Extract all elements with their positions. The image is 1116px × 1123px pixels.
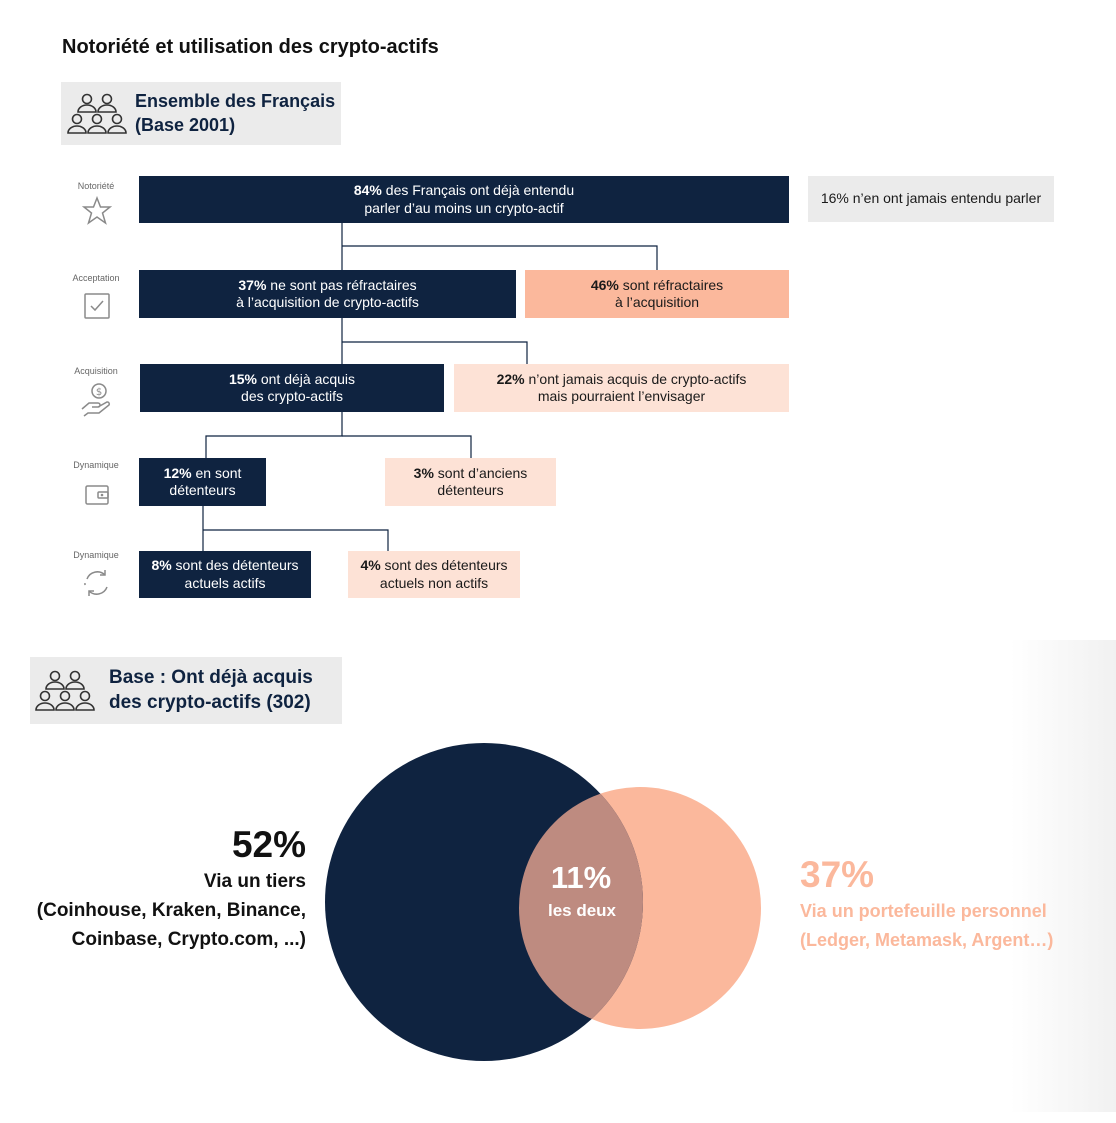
box-acquired-pct: 15% bbox=[228, 370, 257, 387]
row-label-dynamique-1: Dynamique bbox=[73, 460, 119, 470]
cycle-arrows-icon bbox=[84, 570, 108, 596]
box-heard-line2: parler d’au moins un crypto-actif bbox=[364, 199, 564, 216]
box-holders-pct: 12% bbox=[163, 464, 192, 481]
box-former-line2: détenteurs bbox=[437, 482, 504, 498]
venn-left-line2: (Coinhouse, Kraken, Binance, bbox=[36, 900, 306, 921]
box-active-pct: 8% bbox=[151, 557, 172, 573]
page-title: Notoriété et utilisation des crypto-acti… bbox=[62, 36, 439, 58]
base-acquired-line2: des crypto-actifs (302) bbox=[109, 691, 311, 713]
venn-right-label: 37% Via un portefeuille personnel (Ledge… bbox=[800, 853, 1100, 955]
people-group-icon bbox=[67, 93, 127, 134]
box-not-refractory-pct: 37% bbox=[238, 276, 267, 293]
box-holders-line1: en sont bbox=[191, 464, 242, 481]
box-former-holders: 3% sont d’anciens détenteurs bbox=[385, 458, 556, 506]
venn-right-pct: 37% bbox=[800, 854, 875, 895]
venn-left-pct: 52% bbox=[231, 824, 306, 865]
venn-right-line1: Via un portefeuille personnel bbox=[800, 901, 1047, 921]
box-never-acquired: 22% n’ont jamais acquis de crypto-actifs… bbox=[454, 364, 789, 412]
box-holders: 12% en sont détenteurs bbox=[139, 458, 266, 506]
row-label-acquisition: Acquisition bbox=[74, 366, 118, 376]
box-heard-line1: des Français ont déjà entendu bbox=[381, 182, 575, 198]
checkbox-icon bbox=[84, 293, 110, 319]
venn-left-line1: Via un tiers bbox=[203, 871, 306, 892]
row-label-acceptation: Acceptation bbox=[72, 273, 120, 283]
venn-left-line3: Coinbase, Crypto.com, ...) bbox=[71, 929, 306, 950]
box-active-holders: 8% sont des détenteurs actuels actifs bbox=[139, 551, 311, 598]
connector-lines bbox=[202, 223, 658, 551]
box-not-refractory-line1: ne sont pas réfractaires bbox=[266, 276, 417, 293]
venn-overlap-pct: 11% bbox=[551, 860, 611, 895]
box-never-heard-text: 16% n’en ont jamais entendu parler bbox=[820, 190, 1042, 207]
people-group-icon bbox=[35, 670, 95, 711]
venn-overlap-label: les deux bbox=[548, 901, 617, 920]
base-all-line2: (Base 2001) bbox=[135, 114, 236, 135]
box-acquired: 15% ont déjà acquis des crypto-actifs bbox=[140, 364, 444, 412]
box-never-acquired-pct: 22% bbox=[496, 370, 525, 387]
box-holders-line2: détenteurs bbox=[169, 482, 236, 498]
row-label-notoriete: Notoriété bbox=[77, 181, 115, 191]
box-acquired-line2: des crypto-actifs bbox=[241, 388, 343, 404]
star-icon bbox=[82, 196, 112, 225]
box-active-line2: actuels actifs bbox=[184, 574, 266, 591]
base-acquired-box: Base : Ont déjà acquis des crypto-actifs… bbox=[30, 657, 342, 724]
box-inactive-holders: 4% sont des détenteurs actuels non actif… bbox=[348, 551, 520, 598]
box-never-heard: 16% n’en ont jamais entendu parler bbox=[808, 176, 1054, 222]
box-former-line1: sont d’anciens bbox=[433, 464, 528, 481]
hand-coin-icon: $ bbox=[81, 383, 111, 417]
box-never-acquired-line2: mais pourraient l’envisager bbox=[537, 388, 706, 404]
box-inactive-line2: actuels non actifs bbox=[379, 574, 489, 591]
venn-diagram: 11% les deux bbox=[325, 743, 761, 1061]
box-refractory-line2: à l’acquisition bbox=[614, 294, 700, 310]
box-inactive-pct: 4% bbox=[360, 557, 381, 573]
venn-right-line2: (Ledger, Metamask, Argent…) bbox=[800, 930, 1054, 950]
svg-text:$: $ bbox=[96, 387, 102, 398]
row-label-dynamique-2: Dynamique bbox=[73, 550, 119, 560]
venn-overlap-both bbox=[519, 787, 643, 1029]
wallet-icon bbox=[85, 485, 109, 505]
box-heard-pct: 84% bbox=[353, 182, 382, 198]
base-acquired-line1: Base : Ont déjà acquis bbox=[109, 666, 313, 688]
venn-left-label: 52% Via un tiers (Coinhouse, Kraken, Bin… bbox=[20, 823, 306, 954]
box-refractory-pct: 46% bbox=[590, 276, 619, 293]
base-all-box: Ensemble des Français (Base 2001) bbox=[61, 82, 341, 145]
background-fade bbox=[1010, 640, 1116, 1112]
box-heard: 84% des Français ont déjà entendu parler… bbox=[139, 176, 789, 223]
box-refractory-line1: sont réfractaires bbox=[618, 276, 724, 293]
box-former-pct: 3% bbox=[413, 464, 434, 481]
base-all-line1: Ensemble des Français bbox=[135, 91, 336, 112]
box-never-acquired-line1: n’ont jamais acquis de crypto-actifs bbox=[524, 370, 747, 387]
box-not-refractory-line2: à l’acquisition de crypto-actifs bbox=[236, 294, 419, 310]
box-active-line1: sont des détenteurs bbox=[171, 557, 299, 573]
box-inactive-line1: sont des détenteurs bbox=[380, 557, 508, 573]
box-refractory: 46% sont réfractaires à l’acquisition bbox=[525, 270, 789, 318]
box-not-refractory: 37% ne sont pas réfractaires à l’acquisi… bbox=[139, 270, 516, 318]
box-acquired-line1: ont déjà acquis bbox=[256, 370, 356, 387]
